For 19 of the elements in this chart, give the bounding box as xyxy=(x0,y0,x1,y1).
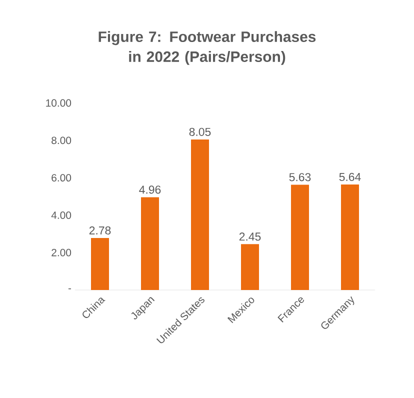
y-tick-label: 8.00 xyxy=(52,136,72,144)
bar xyxy=(241,244,259,290)
y-tick-label: - xyxy=(68,288,72,290)
data-label: 5.64 xyxy=(339,172,361,182)
bar xyxy=(340,184,359,290)
bar xyxy=(290,184,309,290)
chart-title: Figure 7: Footwear Purchases in 2022 (Pairs/Person) xyxy=(98,31,316,65)
bar xyxy=(191,139,209,290)
data-label: 2.45 xyxy=(239,232,261,241)
y-tick-label: 4.00 xyxy=(51,212,72,219)
bar xyxy=(141,197,159,290)
y-tick-label: 6.00 xyxy=(52,174,72,182)
data-label: 5.63 xyxy=(289,173,311,182)
data-label: 4.96 xyxy=(139,186,161,194)
data-label: 2.78 xyxy=(89,226,111,234)
bar xyxy=(91,238,109,290)
y-tick-label: 10.00 xyxy=(46,99,72,107)
data-label: 8.05 xyxy=(189,128,211,136)
y-tick-label: 2.00 xyxy=(52,248,72,256)
